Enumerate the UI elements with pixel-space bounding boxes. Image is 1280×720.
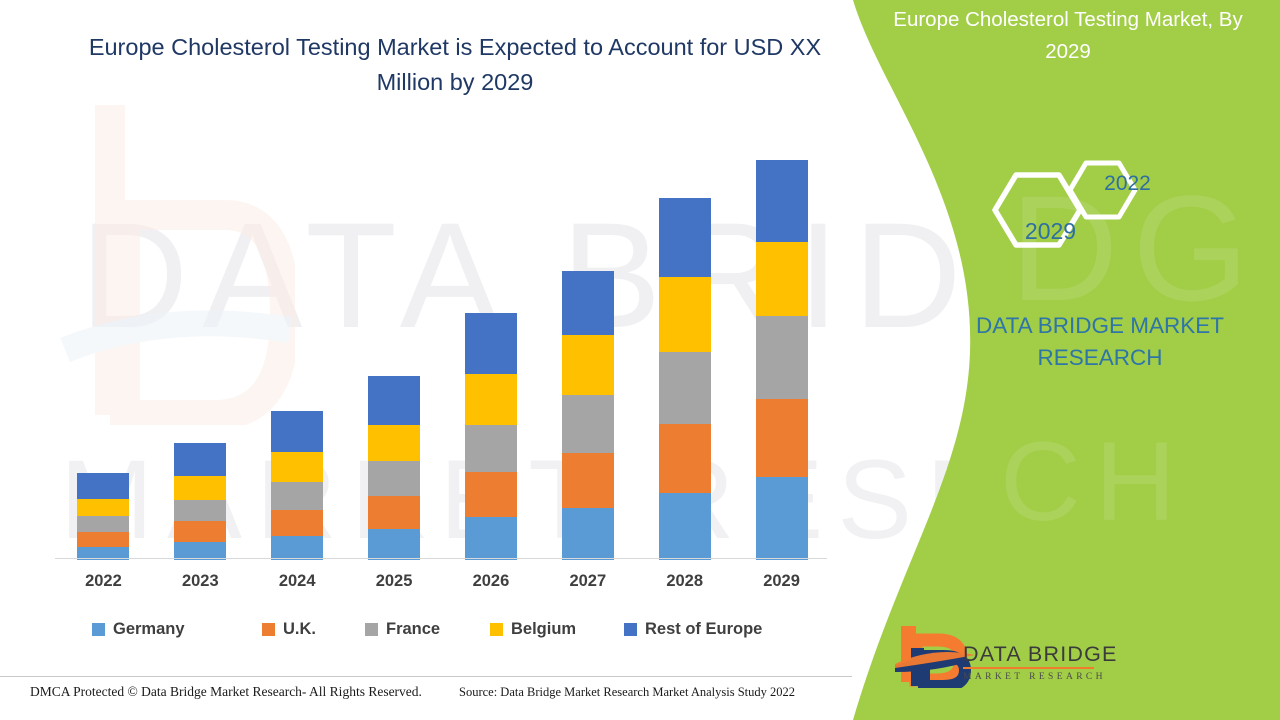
page-title: Europe Cholesterol Testing Market is Exp… — [88, 34, 822, 95]
legend-swatch-icon — [365, 622, 378, 636]
x-axis-label-2028: 2028 — [666, 572, 704, 590]
bar-segment-germany-2024 — [271, 536, 324, 560]
bar-segment-france-2024 — [271, 481, 324, 510]
bar-column-2022 — [77, 473, 130, 560]
bar-segment-germany-2025 — [368, 528, 421, 560]
bar-segment-rest-of-europe-2027 — [561, 271, 614, 335]
bar-column-2024 — [271, 410, 324, 560]
bar-segment-belgium-2028 — [658, 276, 711, 352]
hexagon-2022-label: 2022 — [1104, 172, 1151, 195]
chart-legend: Germany U.K. France Belgium Rest of Europe — [92, 616, 822, 642]
legend-swatch-icon — [490, 622, 503, 636]
logo-main-text: DATA BRIDGE — [963, 642, 1118, 666]
bar-segment-france-2025 — [368, 461, 421, 496]
bar-segment-germany-2029 — [755, 477, 808, 560]
data-bridge-logo-icon — [895, 626, 975, 688]
legend-item-u-k-[interactable]: U.K. — [262, 616, 316, 642]
legend-swatch-icon — [92, 622, 105, 636]
x-axis-label-2023: 2023 — [181, 572, 219, 590]
bar-segment-u-k--2024 — [271, 509, 324, 537]
bar-segment-rest-of-europe-2029 — [755, 159, 808, 243]
x-axis-label-2022: 2022 — [85, 572, 122, 590]
legend-item-rest-of-europe[interactable]: Rest of Europe — [624, 616, 762, 642]
bar-segment-u-k--2027 — [561, 452, 614, 509]
bar-segment-belgium-2023 — [174, 476, 227, 500]
bar-segment-belgium-2029 — [755, 242, 808, 317]
legend-label: Belgium — [511, 619, 577, 638]
bar-segment-u-k--2029 — [755, 398, 808, 478]
legend-label: France — [386, 619, 441, 638]
bar-segment-belgium-2024 — [271, 451, 324, 482]
bar-segment-belgium-2025 — [368, 424, 421, 462]
bar-segment-u-k--2025 — [368, 495, 421, 529]
bar-segment-germany-2022 — [77, 547, 130, 560]
x-axis-label-2025: 2025 — [375, 572, 413, 590]
bar-column-2027 — [561, 271, 614, 560]
bar-segment-rest-of-europe-2025 — [368, 376, 421, 425]
x-axis-label-2026: 2026 — [472, 572, 510, 590]
logo-sub-text: MARKET RESEARCH — [963, 672, 1106, 682]
bar-segment-u-k--2028 — [658, 423, 711, 494]
legend-label: U.K. — [283, 619, 316, 638]
bar-segment-france-2029 — [755, 316, 808, 399]
bar-segment-germany-2026 — [464, 517, 517, 560]
x-axis-labels: 2022 2023 2024 2025 2026 2027 2028 2029 — [55, 572, 830, 600]
footer-divider — [0, 676, 852, 677]
legend-item-belgium[interactable]: Belgium — [490, 616, 576, 642]
legend-label: Germany — [113, 619, 185, 638]
hexagon-2029-label: 2029 — [1024, 218, 1077, 244]
bar-segment-belgium-2026 — [464, 374, 517, 425]
hexagon-group-icon — [992, 160, 1138, 248]
bar-segment-rest-of-europe-2024 — [271, 410, 324, 452]
x-axis-label-2027: 2027 — [569, 572, 607, 590]
bar-segment-france-2022 — [77, 516, 130, 533]
x-axis-label-2024: 2024 — [278, 572, 316, 590]
dmca-notice: DMCA Protected © Data Bridge Market Rese… — [30, 684, 422, 699]
svg-text:CH: CH — [1000, 419, 1190, 544]
bar-segment-belgium-2027 — [561, 334, 614, 395]
bar-segment-germany-2028 — [658, 493, 711, 560]
bar-segment-rest-of-europe-2022 — [77, 473, 130, 499]
stacked-bar-chart — [55, 150, 830, 560]
logo-underline — [963, 667, 1094, 669]
bar-segment-u-k--2026 — [464, 471, 517, 518]
bar-segment-france-2023 — [174, 499, 227, 522]
bar-segment-rest-of-europe-2023 — [174, 443, 227, 477]
bar-segment-rest-of-europe-2026 — [464, 313, 517, 375]
bar-segment-france-2026 — [464, 424, 517, 472]
legend-swatch-icon — [624, 622, 637, 636]
bar-column-2023 — [174, 443, 227, 560]
green-panel-title: Europe Cholesterol Testing Market, By 20… — [893, 8, 1243, 63]
legend-item-france[interactable]: France — [365, 616, 440, 642]
bar-segment-belgium-2022 — [77, 498, 130, 516]
x-axis-line — [55, 558, 827, 559]
x-axis-label-2029: 2029 — [763, 572, 800, 590]
legend-label: Rest of Europe — [645, 619, 763, 638]
bar-segment-rest-of-europe-2028 — [658, 198, 711, 277]
source-note: Source: Data Bridge Market Research Mark… — [459, 685, 796, 699]
bar-column-2028 — [658, 198, 711, 560]
bar-column-2025 — [368, 376, 421, 560]
bar-segment-france-2028 — [658, 351, 711, 424]
legend-swatch-icon — [262, 622, 275, 636]
legend-item-germany[interactable]: Germany — [92, 616, 185, 642]
bar-segment-germany-2023 — [174, 541, 227, 560]
bar-segment-u-k--2022 — [77, 532, 130, 548]
bar-segment-france-2027 — [561, 394, 614, 453]
bar-segment-germany-2027 — [561, 508, 614, 560]
bar-column-2029 — [755, 159, 808, 560]
hexagon-2022-icon — [1067, 160, 1138, 220]
bar-segment-u-k--2023 — [174, 521, 227, 542]
brand-name: DATA BRIDGE MARKET RESEARCH — [976, 313, 1224, 370]
bar-column-2026 — [464, 313, 517, 560]
